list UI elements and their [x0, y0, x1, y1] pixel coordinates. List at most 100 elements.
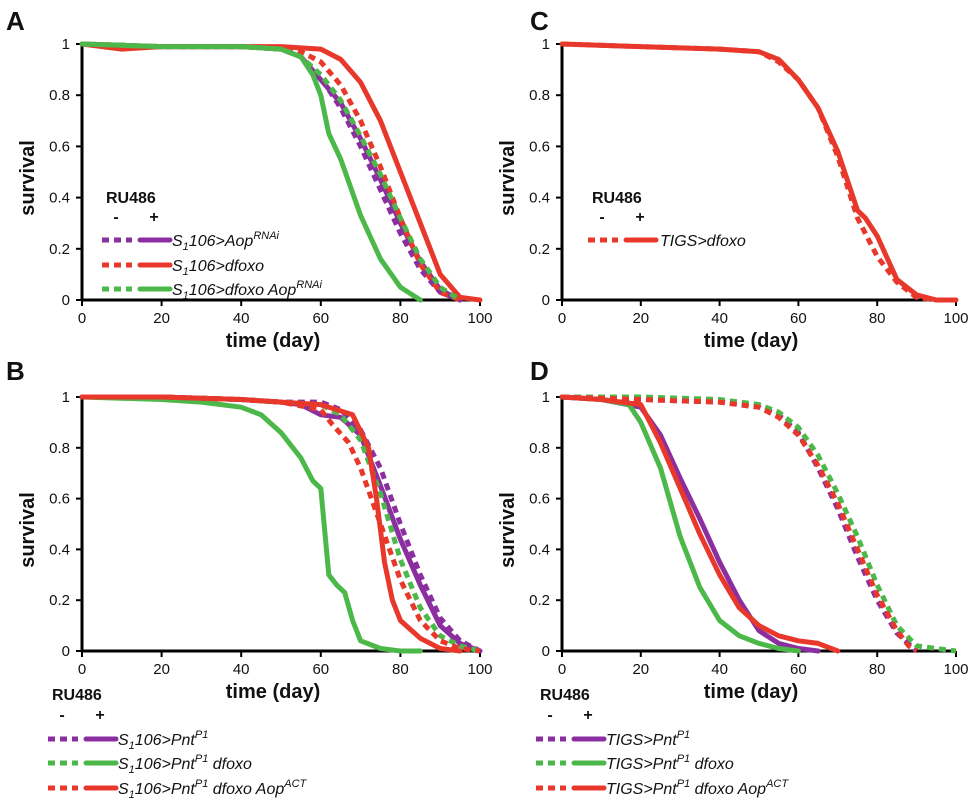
- legend-label-rest: 106>Aop: [189, 233, 254, 250]
- legend-label-main: TIGS>dfoxo: [660, 233, 746, 250]
- legend-label-sup: P1: [677, 778, 690, 790]
- x-tick-label: 0: [558, 661, 566, 678]
- series-red-dashed: [82, 394, 481, 654]
- x-tick-label: 0: [78, 310, 86, 327]
- y-tick-label: 0.8: [49, 440, 70, 457]
- y-tick-label: 0.2: [49, 241, 70, 258]
- legend-label-sub: 1: [183, 266, 189, 278]
- y-tick-label: 0.4: [49, 190, 70, 207]
- series-purple-dashed: [81, 41, 462, 303]
- legend-label-main: S: [172, 282, 183, 299]
- legend: RU486- +S1106>AopRNAiS1106>dfoxoS1106>dfo…: [102, 190, 323, 302]
- legend-label-rest: 106>dfoxo: [189, 258, 264, 275]
- legend-label-sup: RNAi: [296, 279, 322, 291]
- legend-label-rest: 106>dfoxo Aop: [189, 282, 297, 299]
- panel-d: D 0 0.2 0.4 0.6 0.8 1 0 20 40 60 80 100 time (day) sur…: [497, 356, 969, 798]
- legend-label-sup2: ACT: [283, 778, 307, 790]
- y-tick-label: 0.6: [529, 491, 550, 508]
- x-tick-label: 100: [943, 310, 968, 327]
- legend-label-sub: 1: [129, 764, 135, 776]
- x-tick-label: 100: [467, 661, 492, 678]
- legend-label: S1106>AopRNAi: [172, 230, 280, 253]
- series-purple-solid: [559, 394, 821, 654]
- legend-label-main: S: [118, 732, 129, 749]
- y-axis-title: survival: [17, 492, 39, 568]
- legend-label-main: TIGS>Pnt: [606, 781, 677, 798]
- legend-minus: -: [547, 707, 552, 724]
- x-tick-label: 20: [632, 661, 649, 678]
- legend-plus: +: [149, 209, 158, 226]
- legend-label-sup2: ACT: [765, 778, 789, 790]
- x-tick-label: 20: [153, 310, 170, 327]
- x-axis-title: time (day): [226, 330, 320, 352]
- y-tick-label: 0.4: [529, 190, 550, 207]
- panel-b: B 0 0.2 0.4 0.6 0.8 1 0 20 40 60 80 100 time (day) sur…: [6, 356, 493, 800]
- x-axis-title: time (day): [226, 681, 320, 703]
- legend-label-tail: dfoxo Aop: [690, 781, 766, 798]
- legend-title: RU486: [540, 687, 590, 704]
- legend-label: TIGS>PntP1 dfoxo: [606, 753, 734, 773]
- legend: RU486 - + TIGS>dfoxo: [588, 190, 746, 250]
- legend-label: TIGS>PntP1: [606, 729, 690, 749]
- y-tick-label: 0: [62, 643, 70, 660]
- legend-label-sup: P1: [195, 753, 208, 765]
- legend-label: TIGS>PntP1 dfoxo AopACT: [606, 778, 789, 798]
- series-green-solid: [559, 394, 801, 654]
- y-axis-title: survival: [17, 140, 39, 216]
- legend-label-sub: 1: [129, 740, 135, 752]
- series-red-dashed: [81, 41, 462, 303]
- legend-label-sup: RNAi: [253, 230, 279, 242]
- panel-letter: D: [530, 356, 549, 386]
- legend-label-main: S: [172, 258, 183, 275]
- legend-label-rest: 106>Pnt: [135, 781, 196, 798]
- y-tick-label: 1: [62, 36, 70, 53]
- series-purple-dashed: [561, 394, 919, 653]
- y-axis-title: survival: [497, 140, 519, 216]
- legend-label: S1106>dfoxo: [172, 258, 264, 278]
- y-tick-label: 1: [542, 36, 550, 53]
- legend-minus: -: [59, 707, 64, 724]
- legend-label-main: TIGS>Pnt: [606, 756, 677, 773]
- y-tick-label: 0.8: [49, 87, 70, 104]
- panel-letter: C: [530, 6, 549, 36]
- legend-minus: -: [113, 209, 118, 226]
- x-tick-label: 80: [392, 310, 409, 327]
- x-tick-label: 80: [869, 661, 886, 678]
- legend-label: TIGS>dfoxo: [660, 233, 746, 250]
- series-red-solid: [79, 394, 463, 654]
- legend-title: RU486: [592, 190, 642, 207]
- x-axis-title: time (day): [704, 681, 798, 703]
- y-tick-label: 0.4: [49, 541, 70, 558]
- legend-label-sup: P1: [677, 753, 690, 765]
- legend-title: RU486: [106, 190, 156, 207]
- legend-label-tail: dfoxo: [208, 756, 252, 773]
- legend-label-sub: 1: [183, 290, 189, 302]
- series-red-dashed: [561, 394, 918, 654]
- panel-a: A 0 0.2 0.4 0.6 0.8 1 0 20 40 60 80 100 time (day) sur…: [6, 6, 493, 352]
- legend-label-main: S: [118, 756, 129, 773]
- y-tick-label: 0.2: [49, 592, 70, 609]
- legend-minus: -: [599, 209, 604, 226]
- x-tick-label: 100: [943, 661, 968, 678]
- y-tick-label: 0: [542, 292, 550, 309]
- legend-label-sub: 1: [129, 789, 135, 800]
- x-tick-label: 40: [233, 661, 250, 678]
- legend-label-sup: P1: [195, 778, 208, 790]
- y-tick-label: 0.2: [529, 592, 550, 609]
- legend-label-main: S: [172, 233, 183, 250]
- legend-title: RU486: [52, 687, 102, 704]
- y-tick-label: 0.4: [529, 541, 550, 558]
- y-tick-label: 0.6: [529, 138, 550, 155]
- x-tick-label: 100: [467, 310, 492, 327]
- x-tick-label: 20: [632, 310, 649, 327]
- y-tick-label: 0: [62, 292, 70, 309]
- y-tick-label: 0.8: [529, 440, 550, 457]
- legend-label-sup: P1: [677, 729, 690, 741]
- x-tick-label: 60: [312, 661, 329, 678]
- series-green-solid: [79, 41, 423, 303]
- series-red-solid: [559, 394, 841, 654]
- series-green-solid: [79, 394, 423, 654]
- x-tick-label: 40: [711, 661, 728, 678]
